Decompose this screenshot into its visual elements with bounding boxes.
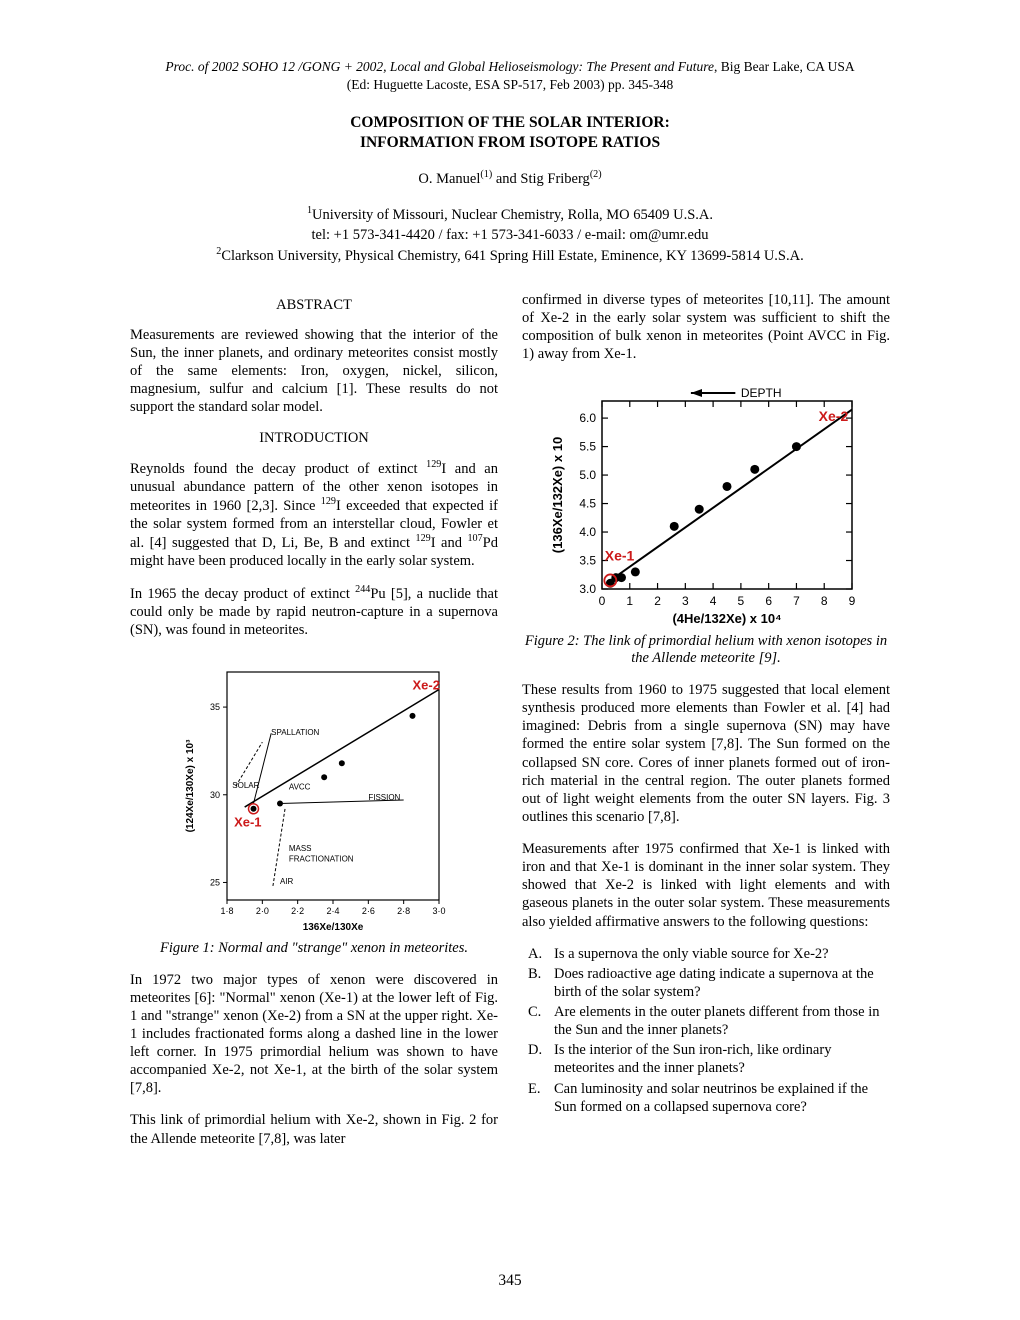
- right-column: confirmed in diverse types of meteorites…: [522, 291, 890, 1148]
- svg-text:3.0: 3.0: [579, 582, 596, 596]
- svg-text:4.0: 4.0: [579, 525, 596, 539]
- svg-text:2·8: 2·8: [397, 906, 410, 916]
- page-number: 345: [0, 1272, 1020, 1290]
- affiliations: 1University of Missouri, Nuclear Chemist…: [130, 204, 890, 266]
- svg-text:9: 9: [849, 594, 856, 608]
- right-para-2: These results from 1960 to 1975 suggeste…: [522, 681, 890, 826]
- svg-text:1·8: 1·8: [220, 906, 233, 916]
- left-column: ABSTRACT Measurements are reviewed showi…: [130, 291, 498, 1148]
- question-item: A.Is a supernova the only viable source …: [528, 945, 890, 963]
- question-text: Are elements in the outer planets differ…: [554, 1003, 890, 1039]
- svg-text:2: 2: [654, 594, 661, 608]
- intro-para-4: This link of primordial helium with Xe-2…: [130, 1111, 498, 1147]
- svg-text:2·2: 2·2: [291, 906, 304, 916]
- aff1: University of Missouri, Nuclear Chemistr…: [312, 207, 713, 223]
- svg-text:2·4: 2·4: [326, 906, 339, 916]
- intro-para-1: Reynolds found the decay product of exti…: [130, 459, 498, 570]
- svg-text:2·6: 2·6: [362, 906, 375, 916]
- title-line-1: COMPOSITION OF THE SOLAR INTERIOR:: [350, 114, 670, 131]
- svg-text:4.5: 4.5: [579, 497, 596, 511]
- proc-editor-line: (Ed: Huguette Lacoste, ESA SP-517, Feb 2…: [347, 77, 674, 92]
- svg-text:(4He/132Xe) x 10⁴: (4He/132Xe) x 10⁴: [672, 611, 781, 626]
- paper-title: COMPOSITION OF THE SOLAR INTERIOR: INFOR…: [130, 113, 890, 153]
- svg-text:SPALLATION: SPALLATION: [271, 728, 319, 737]
- svg-text:3: 3: [682, 594, 689, 608]
- svg-text:5: 5: [738, 594, 745, 608]
- question-item: E.Can luminosity and solar neutrinos be …: [528, 1080, 890, 1116]
- svg-text:30: 30: [210, 789, 220, 799]
- two-column-content: ABSTRACT Measurements are reviewed showi…: [130, 291, 890, 1148]
- authors: O. Manuel(1) and Stig Friberg(2): [130, 169, 890, 188]
- author-and: and Stig Friberg: [492, 171, 590, 187]
- svg-text:DEPTH: DEPTH: [741, 386, 782, 400]
- svg-text:(136Xe/132Xe) x 10: (136Xe/132Xe) x 10: [550, 437, 565, 553]
- svg-text:5.5: 5.5: [579, 440, 596, 454]
- figure-1: 1·8 2·0 2·2 2·4 2·6 2·8 3·0 25 30 35 SPALLATION SOL…: [130, 654, 498, 971]
- svg-text:FRACTIONATION: FRACTIONATION: [289, 854, 354, 863]
- svg-text:3·0: 3·0: [432, 906, 445, 916]
- title-line-2: INFORMATION FROM ISOTOPE RATIOS: [360, 134, 660, 151]
- aff2: Clarkson University, Physical Chemistry,…: [221, 248, 803, 264]
- svg-text:AIR: AIR: [280, 877, 294, 886]
- proc-title-italic: Proc. of 2002 SOHO 12 /GONG + 2002, Loca…: [165, 59, 714, 74]
- aff1-contact: tel: +1 573-341-4420 / fax: +1 573-341-6…: [312, 227, 709, 243]
- figure-2-caption: Figure 2: The link of primordial helium …: [522, 633, 890, 667]
- right-para-1: confirmed in diverse types of meteorites…: [522, 291, 890, 364]
- figure-1-chart: 1·8 2·0 2·2 2·4 2·6 2·8 3·0 25 30 35 SPALLATION SOL…: [179, 654, 449, 934]
- author-1: O. Manuel: [418, 171, 480, 187]
- svg-text:AVCC: AVCC: [289, 782, 311, 791]
- question-text: Is the interior of the Sun iron-rich, li…: [554, 1041, 890, 1077]
- svg-text:6.0: 6.0: [579, 411, 596, 425]
- question-text: Can luminosity and solar neutrinos be ex…: [554, 1080, 890, 1116]
- svg-text:MASS: MASS: [289, 844, 312, 853]
- svg-text:136Xe/130Xe: 136Xe/130Xe: [303, 922, 364, 933]
- proceedings-reference: Proc. of 2002 SOHO 12 /GONG + 2002, Loca…: [130, 58, 890, 93]
- right-para-3: Measurements after 1975 confirmed that X…: [522, 840, 890, 931]
- svg-text:Xe-2: Xe-2: [413, 677, 440, 692]
- svg-text:1: 1: [626, 594, 633, 608]
- question-label: A.: [528, 945, 554, 963]
- svg-text:6: 6: [765, 594, 772, 608]
- svg-text:4: 4: [710, 594, 717, 608]
- figure-1-caption: Figure 1: Normal and "strange" xenon in …: [160, 940, 468, 957]
- figure-2: 0 1 2 3 4 5 6 7 8 9 3.0 3.5 4.0 4.5 5.0 5.5 6.0 DEPTH Xe-1…: [522, 377, 890, 681]
- intro-para-3: In 1972 two major types of xenon were di…: [130, 971, 498, 1098]
- question-text: Is a supernova the only viable source fo…: [554, 945, 890, 963]
- question-text: Does radioactive age dating indicate a s…: [554, 965, 890, 1001]
- question-item: D.Is the interior of the Sun iron-rich, …: [528, 1041, 890, 1077]
- intro-para-2: In 1965 the decay product of extinct 244…: [130, 584, 498, 639]
- svg-text:25: 25: [210, 877, 220, 887]
- author-2-sup: (2): [590, 169, 602, 180]
- svg-text:0: 0: [599, 594, 606, 608]
- svg-text:FISSION: FISSION: [368, 793, 400, 802]
- question-item: C.Are elements in the outer planets diff…: [528, 1003, 890, 1039]
- svg-text:SOLAR: SOLAR: [232, 780, 259, 789]
- questions-list: A.Is a supernova the only viable source …: [528, 945, 890, 1116]
- svg-text:(124Xe/130Xe) x 10³: (124Xe/130Xe) x 10³: [185, 739, 196, 833]
- svg-text:Xe-1: Xe-1: [605, 548, 635, 564]
- figure-2-chart: 0 1 2 3 4 5 6 7 8 9 3.0 3.5 4.0 4.5 5.0 5.5 6.0 DEPTH Xe-1…: [546, 377, 866, 627]
- question-label: B.: [528, 965, 554, 1001]
- svg-text:Xe-2: Xe-2: [819, 408, 849, 424]
- proc-loc: , Big Bear Lake, CA USA: [714, 59, 855, 74]
- author-1-sup: (1): [480, 169, 492, 180]
- question-label: C.: [528, 1003, 554, 1039]
- introduction-heading: INTRODUCTION: [130, 430, 498, 447]
- svg-text:Xe-1: Xe-1: [234, 814, 261, 829]
- question-label: E.: [528, 1080, 554, 1116]
- abstract-heading: ABSTRACT: [130, 297, 498, 314]
- svg-text:5.0: 5.0: [579, 468, 596, 482]
- svg-text:3.5: 3.5: [579, 554, 596, 568]
- svg-text:7: 7: [793, 594, 800, 608]
- abstract-text: Measurements are reviewed showing that t…: [130, 326, 498, 417]
- question-label: D.: [528, 1041, 554, 1077]
- svg-text:35: 35: [210, 702, 220, 712]
- svg-text:2·0: 2·0: [256, 906, 269, 916]
- svg-text:8: 8: [821, 594, 828, 608]
- question-item: B.Does radioactive age dating indicate a…: [528, 965, 890, 1001]
